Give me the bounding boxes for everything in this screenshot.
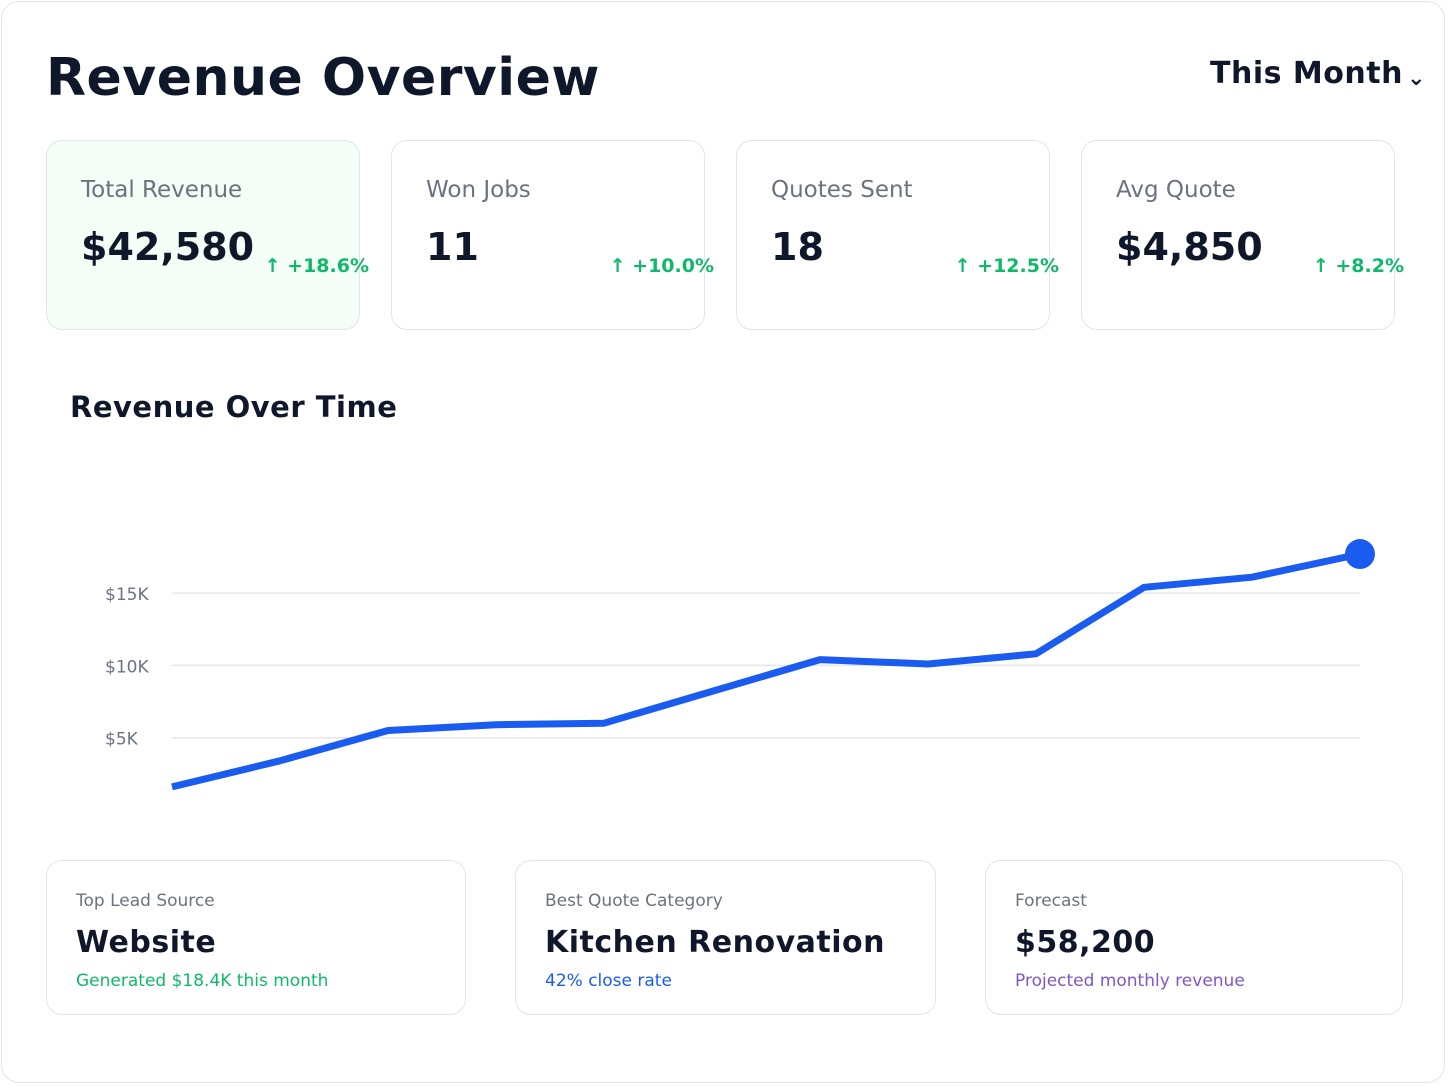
kpi-value: 18: [771, 225, 824, 269]
chart-title: Revenue Over Time: [70, 390, 398, 424]
kpi-delta: ↑ +18.6%: [264, 255, 369, 277]
kpi-value: $4,850: [1116, 225, 1263, 269]
kpi-label: Total Revenue: [81, 177, 243, 203]
kpi-delta: ↑ +8.2%: [1312, 255, 1404, 277]
kpi-value: $42,580: [81, 225, 255, 269]
summary-subtext: Projected monthly revenue: [1015, 971, 1245, 991]
summary-value: $58,200: [1015, 925, 1156, 960]
summary-card-forecast: Forecast $58,200 Projected monthly reven…: [985, 860, 1403, 1015]
kpi-value: 11: [426, 225, 479, 269]
period-dropdown[interactable]: This Month ⌄: [1210, 56, 1426, 97]
kpi-delta: ↑ +12.5%: [954, 255, 1059, 277]
page-title: Revenue Overview: [46, 48, 600, 108]
kpi-label: Quotes Sent: [771, 177, 913, 203]
kpi-delta: ↑ +10.0%: [609, 255, 714, 277]
summary-card-top-lead-source: Top Lead Source Website Generated $18.4K…: [46, 860, 466, 1015]
kpi-label: Won Jobs: [426, 177, 531, 203]
period-dropdown-label: This Month: [1210, 56, 1403, 91]
kpi-label: Avg Quote: [1116, 177, 1236, 203]
summary-subtext: 42% close rate: [545, 971, 672, 991]
summary-value: Kitchen Renovation: [545, 925, 885, 960]
summary-label: Forecast: [1015, 891, 1087, 911]
summary-subtext: Generated $18.4K this month: [76, 971, 329, 991]
summary-card-best-quote-category: Best Quote Category Kitchen Renovation 4…: [515, 860, 936, 1015]
kpi-card-avg-quote: Avg Quote $4,850 ↑ +8.2%: [1081, 140, 1404, 330]
summary-label: Best Quote Category: [545, 891, 723, 911]
kpi-card-won-jobs: Won Jobs 11 ↑ +10.0%: [391, 140, 714, 330]
kpi-card-quotes-sent: Quotes Sent 18 ↑ +12.5%: [736, 140, 1059, 330]
summary-value: Website: [76, 925, 217, 960]
chevron-down-icon: ⌄: [1406, 66, 1426, 91]
kpi-card-total-revenue: Total Revenue $42,580 ↑ +18.6%: [46, 140, 369, 330]
summary-label: Top Lead Source: [76, 891, 215, 911]
